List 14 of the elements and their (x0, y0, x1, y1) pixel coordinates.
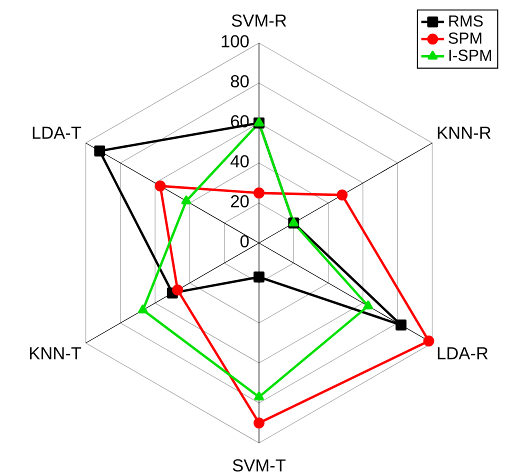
legend-label: I-SPM (449, 50, 492, 61)
spoke-label: LDA-R (438, 347, 488, 360)
y-tick-label: 0 (240, 235, 249, 248)
y-tick-label: 40 (230, 155, 249, 168)
legend-label: SPM (448, 32, 482, 44)
legend-label: RMS (449, 15, 483, 27)
spoke-label: SVM-R (232, 14, 286, 27)
y-tick-label: 80 (230, 75, 249, 88)
spoke-label: SVM-T (232, 459, 286, 472)
y-tick-label: 20 (231, 195, 249, 208)
y-tick-label: 100 (222, 35, 249, 48)
spoke-label: LDA-T (32, 126, 82, 139)
spoke-label: KNN-R (438, 126, 491, 139)
spoke-label: KNN-T (30, 347, 82, 360)
